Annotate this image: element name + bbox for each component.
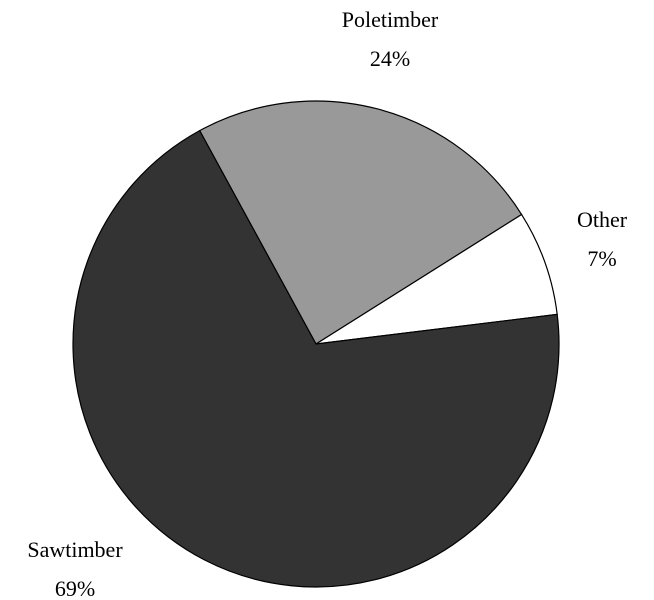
slice-label: Other	[577, 207, 628, 232]
pie-slice	[315, 213, 558, 345]
slice-value-label: 24%	[370, 46, 410, 71]
slice-value-label: 7%	[587, 246, 616, 271]
slice-label: Poletimber	[342, 7, 439, 32]
pie-slice	[198, 100, 523, 345]
slice-value-label: 69%	[55, 576, 95, 600]
pie-slice	[72, 129, 560, 588]
slice-label: Sawtimber	[27, 537, 123, 562]
